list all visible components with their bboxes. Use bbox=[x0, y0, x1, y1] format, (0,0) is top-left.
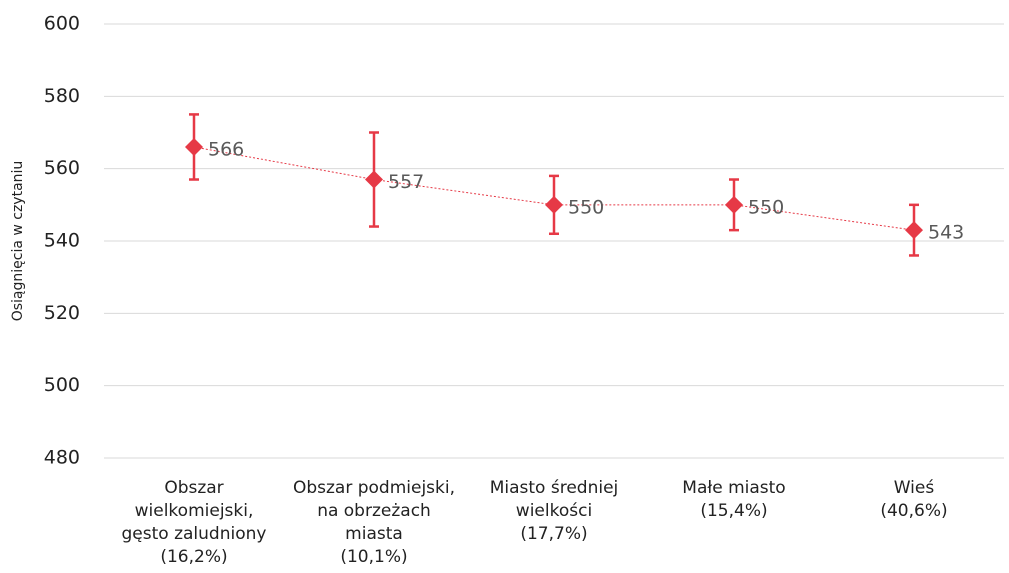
x-tick-label: Obszar podmiejski, na obrzeżach miasta (10,… bbox=[293, 478, 455, 567]
data-label: 566 bbox=[208, 138, 244, 160]
marker bbox=[905, 221, 923, 240]
x-tick-label: Wieś (40,6%) bbox=[880, 478, 947, 521]
x-tick-label: Obszar wielkomiejski, gęsto zaludniony (16,… bbox=[122, 478, 267, 567]
y-tick-label: 480 bbox=[44, 447, 80, 469]
y-tick-label: 540 bbox=[44, 230, 80, 252]
y-tick-label: 520 bbox=[44, 302, 80, 324]
y-axis-title: Osiągnięcia w czytaniu bbox=[10, 161, 26, 322]
marker bbox=[185, 137, 203, 156]
y-tick-label: 580 bbox=[44, 85, 80, 107]
data-label: 550 bbox=[568, 196, 604, 218]
x-tick-label: Małe miasto (15,4%) bbox=[682, 478, 785, 521]
x-tick-label: Miasto średniej wielkości (17,7%) bbox=[490, 478, 619, 544]
marker bbox=[545, 195, 563, 214]
data-label: 550 bbox=[748, 196, 784, 218]
y-tick-label: 560 bbox=[44, 157, 80, 179]
y-tick-label: 500 bbox=[44, 374, 80, 396]
data-label: 557 bbox=[388, 171, 424, 193]
data-label: 543 bbox=[928, 222, 964, 244]
marker bbox=[725, 195, 743, 214]
y-tick-label: 600 bbox=[44, 13, 80, 35]
marker bbox=[365, 170, 383, 189]
